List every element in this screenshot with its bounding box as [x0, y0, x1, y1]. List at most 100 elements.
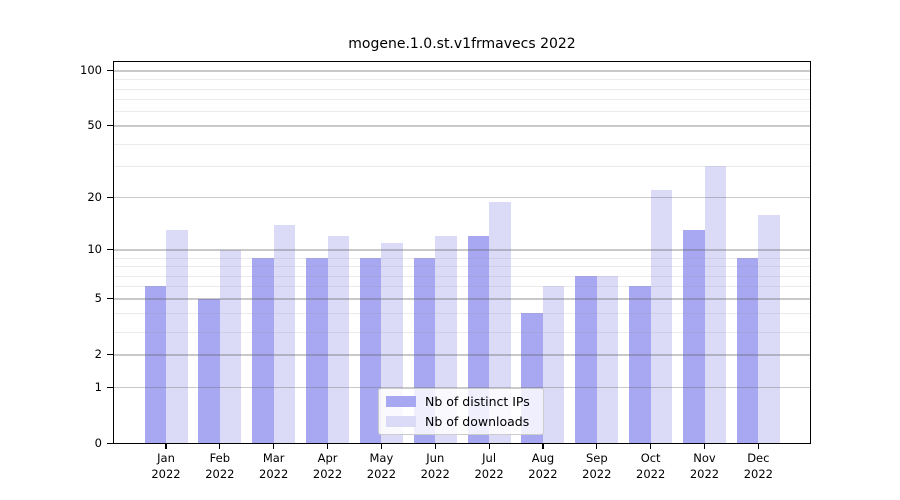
minor-gridline: [114, 313, 810, 315]
minor-gridline: [114, 257, 810, 259]
bar-downloads: [650, 190, 673, 444]
x-tick-mark: [434, 444, 436, 449]
x-tick-mark: [380, 444, 382, 449]
major-gridline: [114, 249, 810, 251]
x-tick-month: Dec: [747, 451, 770, 465]
x-tick-year: 2022: [420, 467, 450, 481]
major-gridline: [114, 70, 810, 72]
x-tick-month: Jul: [482, 451, 497, 465]
x-tick-label: Sep 2022: [569, 450, 625, 482]
y-tick-mark: [107, 70, 113, 72]
minor-gridline: [114, 79, 810, 81]
legend-swatch-downloads: [386, 416, 416, 427]
y-tick-label: 10: [87, 241, 102, 256]
x-tick-label: Dec 2022: [730, 450, 786, 482]
x-tick-label: Jun 2022: [407, 450, 463, 482]
x-tick-mark: [165, 444, 167, 449]
major-gridline: [114, 197, 810, 199]
x-tick-label: Jul 2022: [461, 450, 517, 482]
y-tick-mark: [107, 442, 113, 445]
minor-gridline: [114, 166, 810, 168]
legend-label-downloads: Nb of downloads: [425, 414, 530, 429]
x-tick-year: 2022: [582, 467, 612, 481]
y-tick-label: 0: [94, 435, 102, 450]
x-tick-label: Jan 2022: [138, 450, 194, 482]
x-tick-mark: [488, 444, 490, 449]
minor-gridline: [114, 331, 810, 333]
chart-title: mogene.1.0.st.v1frmavecs 2022: [348, 36, 576, 52]
bar-downloads: [489, 201, 511, 444]
minor-gridline: [114, 143, 810, 145]
major-gridline: [114, 387, 810, 389]
minor-gridline: [114, 266, 810, 267]
major-gridline: [114, 298, 810, 300]
bar-downloads: [758, 214, 780, 444]
x-tick-year: 2022: [636, 467, 666, 481]
x-tick-mark: [596, 444, 598, 449]
x-tick-year: 2022: [312, 467, 343, 481]
y-tick-mark: [107, 386, 113, 389]
x-tick-month: Jun: [426, 451, 445, 465]
x-tick-label: Feb 2022: [192, 450, 248, 482]
y-tick-label: 2: [94, 346, 102, 361]
bar-downloads: [273, 224, 296, 444]
minor-gridline: [114, 275, 810, 277]
x-tick-label: Aug 2022: [515, 450, 571, 482]
y-tick-label: 20: [87, 189, 102, 204]
bar-downloads: [596, 275, 619, 444]
x-tick-label: Oct 2022: [623, 450, 679, 482]
x-tick-mark: [650, 444, 652, 449]
bar-distinct-ips: [198, 298, 220, 444]
legend-label-distinct-ips: Nb of distinct IPs: [425, 394, 530, 409]
x-tick-mark: [542, 444, 544, 449]
y-tick-label: 1: [94, 379, 102, 394]
x-tick-month: May: [369, 451, 394, 465]
y-tick-mark: [107, 298, 113, 300]
x-tick-mark: [326, 444, 329, 449]
legend-entry-distinct-ips: Nb of distinct IPs: [386, 394, 543, 409]
x-tick-month: Feb: [209, 451, 231, 465]
x-tick-label: Nov 2022: [677, 450, 733, 482]
x-tick-month: Sep: [585, 451, 608, 465]
x-tick-mark: [757, 444, 759, 449]
bar-downloads: [542, 286, 565, 444]
x-tick-mark: [273, 444, 275, 449]
bar-downloads: [704, 166, 726, 444]
y-tick-mark: [107, 125, 113, 127]
major-gridline: [114, 125, 810, 127]
x-tick-label: May 2022: [353, 450, 409, 482]
legend-swatch-distinct-ips: [386, 396, 416, 407]
bar-downloads: [327, 236, 350, 444]
y-tick-mark: [107, 196, 113, 199]
bar-distinct-ips: [683, 230, 705, 444]
x-tick-year: 2022: [474, 467, 504, 481]
x-tick-year: 2022: [259, 467, 289, 481]
x-tick-month: Apr: [317, 451, 338, 465]
y-tick-label: 100: [80, 62, 102, 77]
bar-downloads: [219, 249, 242, 444]
x-tick-mark: [703, 444, 706, 449]
bar-distinct-ips: [359, 257, 382, 444]
minor-gridline: [114, 99, 810, 101]
x-tick-label: Mar 2022: [246, 450, 302, 482]
bar-distinct-ips: [575, 275, 597, 444]
bar-distinct-ips: [306, 257, 328, 444]
y-tick-label: 5: [94, 290, 102, 305]
bar-distinct-ips: [144, 286, 166, 444]
x-tick-month: Mar: [262, 451, 285, 465]
x-tick-year: 2022: [205, 467, 235, 481]
major-gridline: [114, 354, 810, 356]
x-tick-year: 2022: [689, 467, 720, 481]
x-tick-month: Jan: [157, 451, 175, 465]
x-tick-year: 2022: [528, 467, 558, 481]
minor-gridline: [114, 88, 810, 90]
x-tick-month: Aug: [531, 451, 555, 465]
x-tick-label: Apr 2022: [300, 450, 356, 482]
y-tick-mark: [107, 354, 113, 356]
x-tick-month: Nov: [693, 451, 716, 465]
y-tick-label: 50: [87, 117, 102, 132]
minor-gridline: [114, 286, 810, 288]
legend-entry-downloads: Nb of downloads: [386, 414, 543, 429]
x-tick-year: 2022: [743, 467, 773, 481]
